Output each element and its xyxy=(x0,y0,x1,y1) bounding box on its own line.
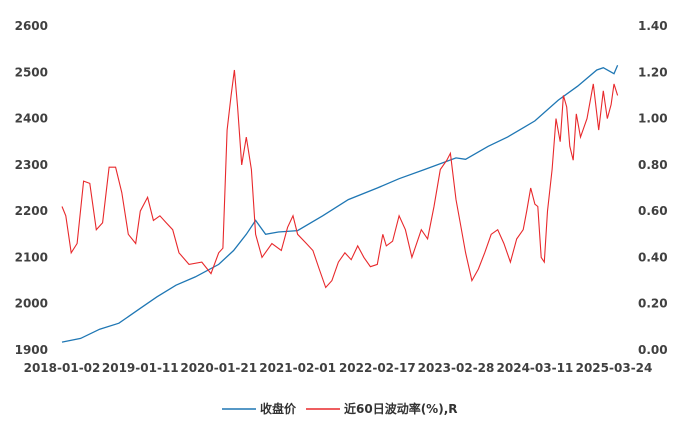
legend-label-close-price: 收盘价 xyxy=(260,401,297,416)
left-axis-tick-label: 2200 xyxy=(15,204,48,218)
right-axis-tick-label: 0.00 xyxy=(638,343,668,357)
right-axis-tick-label: 1.40 xyxy=(638,19,668,33)
left-axis-tick-label: 2000 xyxy=(15,297,48,311)
series-line-close-price xyxy=(61,65,619,343)
x-axis-ticks: 2018-01-02 2019-01-11 2020-01-21 2021-02-01… xyxy=(24,361,653,375)
legend-label-volatility: 近60日波动率(%),R xyxy=(344,401,458,416)
left-axis-tick-label: 2400 xyxy=(15,112,48,126)
left-axis-tick-label: 2500 xyxy=(15,65,48,79)
left-axis-tick-label: 1900 xyxy=(15,343,48,357)
right-axis-tick-label: 1.00 xyxy=(638,112,668,126)
x-axis-tick-label: 2019-01-11 xyxy=(102,361,179,375)
right-axis-tick-label: 0.80 xyxy=(638,158,668,172)
x-axis-tick-label: 2018-01-02 xyxy=(24,361,101,375)
right-axis-tick-label: 0.60 xyxy=(638,204,668,218)
x-axis-tick-label: 2021-02-01 xyxy=(259,361,336,375)
left-axis-tick-label: 2100 xyxy=(15,250,48,264)
left-axis-tick-label: 2300 xyxy=(15,158,48,172)
right-axis-tick-label: 0.40 xyxy=(638,250,668,264)
x-axis-tick-label: 2022-02-17 xyxy=(339,361,416,375)
right-axis-ticks: 0.00 0.20 0.40 0.60 0.80 1.00 1.20 1.40 xyxy=(638,19,668,357)
x-axis-tick-label: 2025-03-24 xyxy=(576,361,653,375)
left-axis-ticks: 1900 2000 2100 2200 2300 2400 2500 2600 xyxy=(15,19,48,357)
x-axis-tick-label: 2023-02-28 xyxy=(418,361,495,375)
left-axis-tick-label: 2600 xyxy=(15,19,48,33)
series-line-volatility xyxy=(61,69,619,289)
legend: 收盘价 近60日波动率(%),R xyxy=(222,401,458,416)
x-axis-tick-label: 2020-01-21 xyxy=(180,361,257,375)
right-axis-tick-label: 0.20 xyxy=(638,297,668,311)
x-axis-tick-label: 2024-03-11 xyxy=(497,361,574,375)
right-axis-tick-label: 1.20 xyxy=(638,65,668,79)
